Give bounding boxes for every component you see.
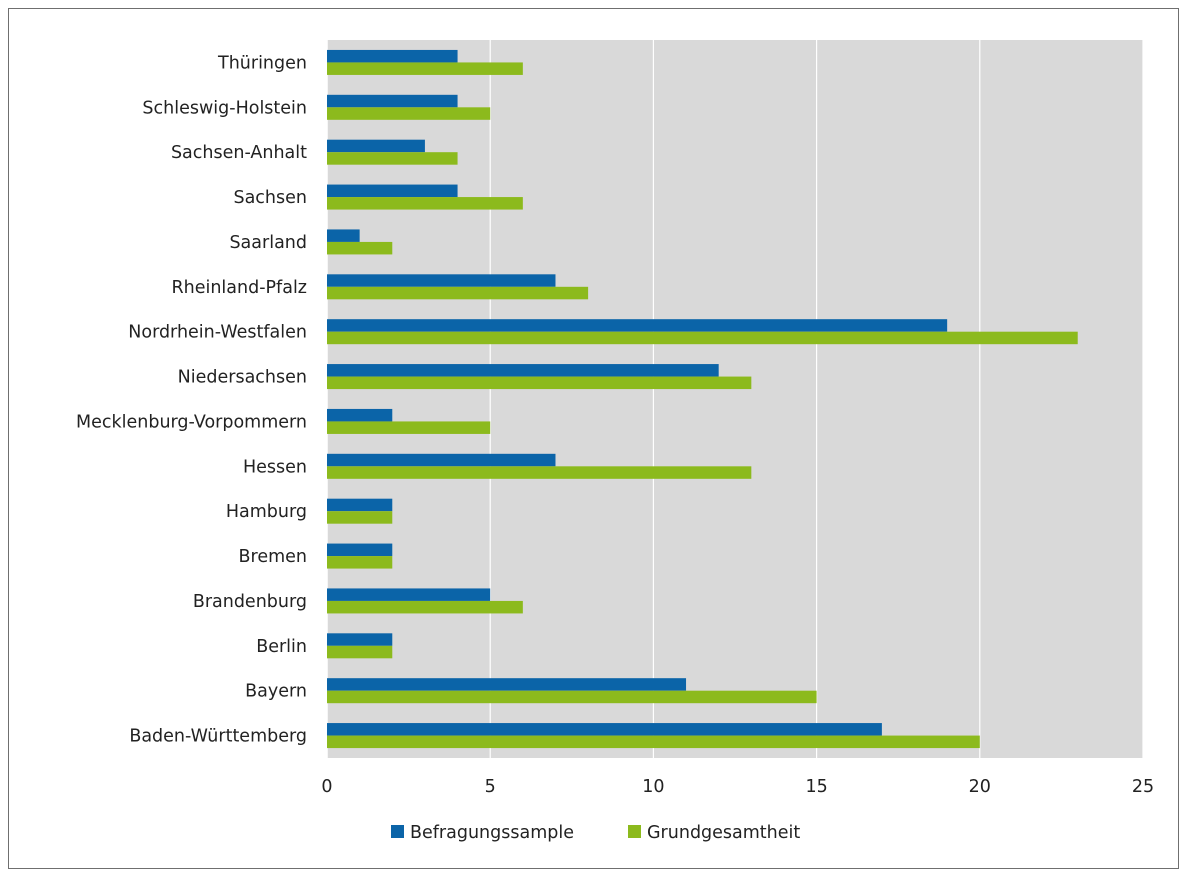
bar-grundgesamtheit — [327, 62, 523, 75]
bar-befragungssample — [327, 723, 882, 736]
x-tick-label: 5 — [485, 777, 496, 797]
bar-grundgesamtheit — [327, 376, 752, 390]
category-label: Nordrhein-Westfalen — [128, 323, 307, 343]
bar-befragungssample — [327, 678, 687, 691]
bar-grundgesamtheit — [327, 511, 393, 524]
bar-befragungssample — [327, 498, 393, 512]
plot-area — [327, 40, 1143, 758]
bar-grundgesamtheit — [327, 690, 817, 704]
legend-swatch — [628, 825, 641, 838]
category-label: Niedersachsen — [178, 368, 307, 388]
category-label: Rheinland-Pfalz — [171, 278, 307, 298]
bar-grundgesamtheit — [327, 466, 752, 479]
bar-befragungssample — [327, 633, 393, 646]
legend-swatch — [391, 825, 404, 838]
bar-grundgesamtheit — [327, 107, 491, 120]
category-label: Saarland — [229, 233, 307, 253]
bar-befragungssample — [327, 274, 556, 287]
category-label: Brandenburg — [193, 592, 307, 612]
bar-grundgesamtheit — [327, 197, 523, 210]
bar-grundgesamtheit — [327, 331, 1078, 345]
legend: Befragungssample Grundgesamtheit — [391, 823, 800, 843]
bar-befragungssample — [327, 588, 491, 601]
bar-befragungssample — [327, 94, 458, 108]
bar-grundgesamtheit — [327, 152, 458, 165]
bar-grundgesamtheit — [327, 241, 393, 255]
bar-befragungssample — [327, 543, 393, 557]
category-label: Sachsen — [233, 188, 307, 208]
category-label: Mecklenburg-Vorpommern — [76, 412, 307, 432]
category-label: Schleswig-Holstein — [142, 98, 307, 118]
legend-label: Befragungssample — [410, 823, 574, 843]
category-label: Hamburg — [226, 502, 307, 522]
category-label: Baden-Württemberg — [129, 727, 307, 747]
x-tick-label: 20 — [969, 777, 991, 797]
category-label: Sachsen-Anhalt — [171, 143, 307, 163]
bar-befragungssample — [327, 408, 393, 422]
x-tick-label: 0 — [321, 777, 332, 797]
category-label: Bayern — [245, 682, 307, 702]
bar-grundgesamtheit — [327, 286, 589, 300]
bar-befragungssample — [327, 453, 556, 467]
bar-grundgesamtheit — [327, 645, 393, 659]
bar-befragungssample — [327, 364, 719, 377]
bar-befragungssample — [327, 229, 360, 242]
category-label: Hessen — [243, 457, 307, 477]
x-tick-label: 15 — [805, 777, 827, 797]
x-tick-label: 10 — [642, 777, 664, 797]
category-label: Thüringen — [217, 53, 307, 73]
bar-grundgesamtheit — [327, 600, 523, 614]
bar-grundgesamtheit — [327, 735, 980, 749]
bar-befragungssample — [327, 139, 425, 153]
bar-befragungssample — [327, 184, 458, 198]
bar-grundgesamtheit — [327, 556, 393, 569]
bar-grundgesamtheit — [327, 421, 491, 434]
bar-befragungssample — [327, 319, 948, 332]
x-tick-labels: 0 5 10 15 20 25 — [321, 777, 1154, 797]
category-labels: Thüringen Schleswig-Holstein Sachsen-Anhal… — [76, 53, 307, 746]
category-label: Berlin — [256, 637, 307, 657]
legend-label: Grundgesamtheit — [647, 823, 800, 843]
bar-befragungssample — [327, 49, 458, 63]
x-tick-label: 25 — [1132, 777, 1154, 797]
bars — [327, 49, 1078, 749]
category-label: Bremen — [239, 547, 308, 567]
